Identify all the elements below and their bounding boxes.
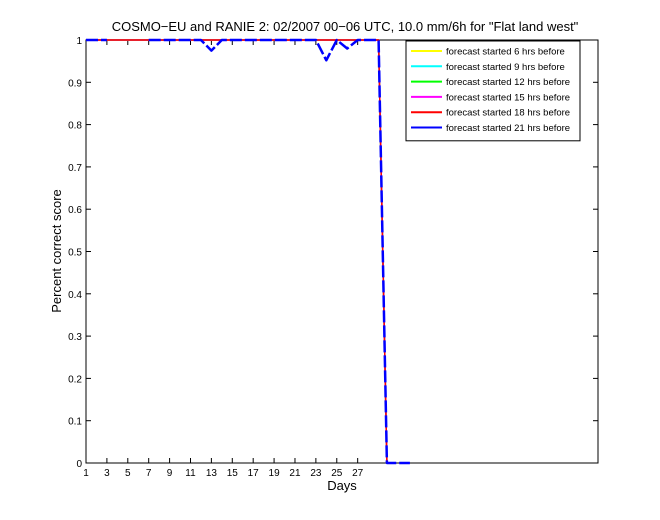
x-tick-label: 27 [352,468,364,479]
y-tick-label: 0.4 [68,290,82,301]
y-tick-label: 1 [76,36,82,47]
y-tick-label: 0.7 [68,163,82,174]
x-tick-label: 21 [289,468,301,479]
legend-label: forecast started 6 hrs before [446,47,565,58]
legend: forecast started 6 hrs before forecast st… [405,40,581,142]
y-tick-label: 0.6 [68,205,82,216]
x-tick-label: 19 [269,468,281,479]
y-axis-label: Percent correct score [49,189,64,313]
x-tick-label: 5 [125,468,131,479]
y-tick-label: 0.8 [68,121,82,132]
x-tick-label: 1 [83,468,89,479]
y-tick-label: 0.3 [68,332,82,343]
x-axis-label: Days [327,478,357,493]
series-layer [86,38,410,465]
legend-label: forecast started 12 hrs before [446,77,570,88]
x-tick-label: 9 [167,468,173,479]
series-line-6 [86,38,410,465]
y-tick-label: 0.2 [68,374,82,385]
x-tick-label: 11 [185,468,196,479]
y-tick-label: 0.9 [68,78,82,89]
chart-title: COSMO−EU and RANIE 2: 02/2007 00−06 UTC,… [112,19,579,34]
legend-label: forecast started 18 hrs before [446,108,570,119]
x-tick-label: 13 [206,468,218,479]
x-tick-label: 7 [146,468,152,479]
legend-label: forecast started 21 hrs before [446,123,570,134]
y-tick-label: 0 [76,459,82,470]
y-tick-label: 0.5 [68,248,82,259]
x-tick-label: 25 [331,468,343,479]
y-tick-label: 0.1 [68,417,82,428]
x-tick-label: 15 [227,468,239,479]
legend-label: forecast started 15 hrs before [446,92,570,103]
x-tick-label: 3 [104,468,110,479]
x-axis: 1 3 5 7 9 11 13 15 17 19 21 23 25 27 [83,40,364,479]
legend-label: forecast started 9 hrs before [446,62,565,73]
y-axis: 0 0.1 0.2 0.3 0.4 0.5 0.6 0.7 0.8 0.9 1 [68,36,598,470]
legend-box [405,40,581,142]
x-tick-label: 17 [248,468,260,479]
x-tick-label: 23 [310,468,322,479]
